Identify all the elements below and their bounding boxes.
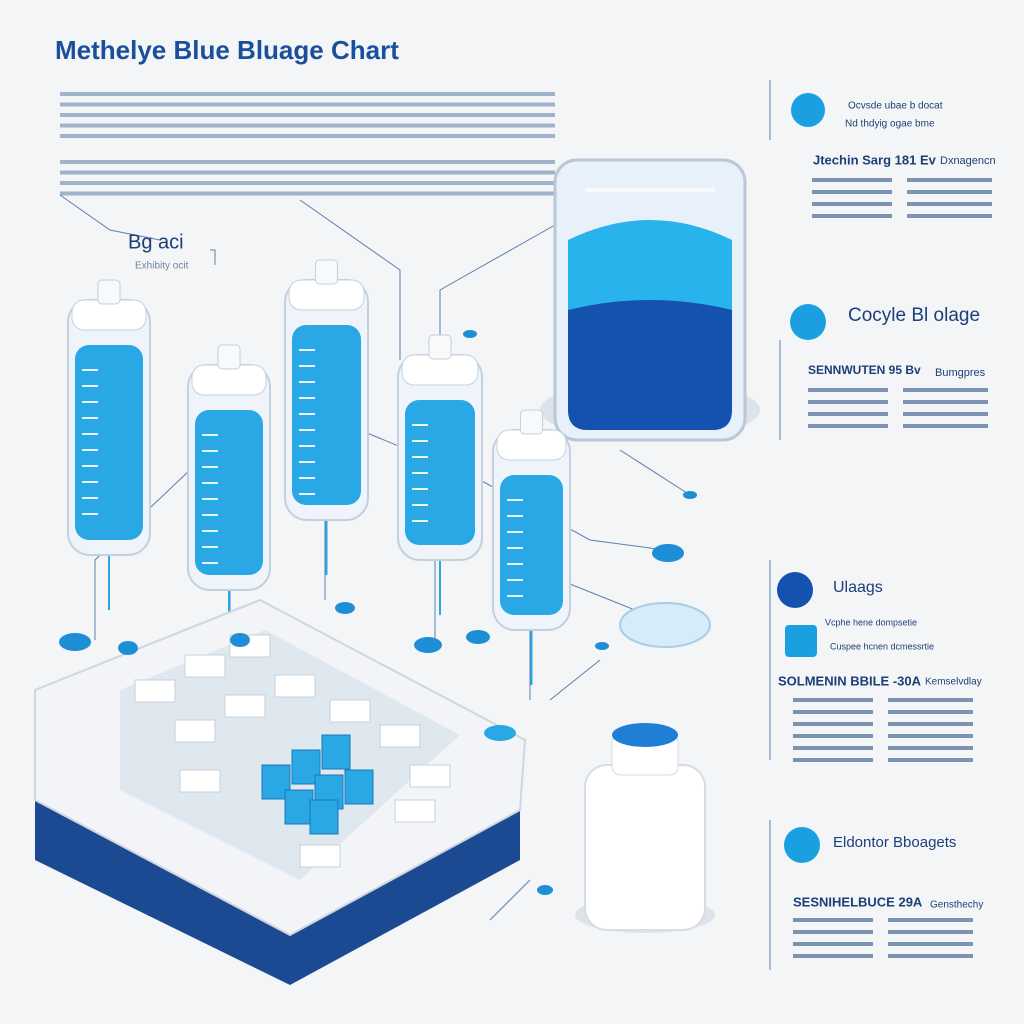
note: Nd thdyig ogae bme — [845, 119, 935, 130]
text-line — [808, 412, 888, 416]
text-line — [793, 930, 873, 934]
liquid — [292, 325, 361, 505]
text-line — [808, 388, 888, 392]
text-line — [793, 710, 873, 714]
bottle — [284, 259, 369, 575]
text-line — [812, 202, 892, 206]
section-title: Eldontor Bboagets — [833, 834, 956, 851]
tray — [34, 598, 527, 985]
text-line — [793, 698, 873, 702]
bottles — [67, 259, 571, 685]
text-line — [888, 734, 973, 738]
heading: SOLMENIN BBILE -30A — [778, 673, 922, 688]
paragraph-block — [60, 92, 555, 196]
petri-dish — [619, 602, 711, 648]
text-line — [60, 181, 555, 185]
text-line — [903, 424, 988, 428]
heading: SESNIHELBUCE 29A — [793, 894, 923, 909]
bottle — [187, 344, 271, 645]
text-line — [888, 918, 973, 922]
label-subtitle: Exhibity ocit — [135, 261, 189, 272]
text-line — [907, 202, 992, 206]
title: Methelye Blue Bluage Chart — [55, 35, 399, 65]
bottle — [397, 334, 483, 615]
cap-top — [315, 259, 338, 285]
beaker — [540, 158, 760, 442]
liquid — [405, 400, 475, 545]
text-line — [793, 918, 873, 922]
note: Cuspee hcnen dcmessrtie — [830, 641, 934, 651]
text-line — [793, 758, 873, 762]
text-line — [808, 400, 888, 404]
section-title: Ulaags — [833, 579, 883, 596]
text-line — [907, 190, 992, 194]
text-line — [903, 412, 988, 416]
cap-top — [217, 344, 241, 370]
label-title: Bg aci — [128, 231, 184, 253]
text-line — [793, 746, 873, 750]
heading: SENNWUTEN 95 Bv — [808, 363, 921, 377]
liquid — [500, 475, 563, 615]
pills — [59, 330, 697, 895]
row-text-block — [793, 178, 992, 958]
text-line — [808, 424, 888, 428]
text-line — [903, 400, 988, 404]
text-line — [60, 123, 555, 128]
note: Ocvsde ubae b docat — [848, 101, 943, 112]
jar — [575, 723, 715, 933]
cap-top — [428, 334, 452, 360]
bottle — [67, 279, 151, 610]
text-line — [793, 734, 873, 738]
icons — [777, 93, 826, 863]
heading: Jtechin Sarg 181 Ev — [813, 152, 937, 167]
text-line — [888, 942, 973, 946]
text-line — [60, 170, 555, 175]
text-line — [888, 722, 973, 726]
heading-side: Bumgpres — [935, 367, 986, 379]
bottle — [492, 409, 571, 685]
note: Vcphe hene dompsetie — [825, 617, 917, 627]
heading-side: Kemselvdlay — [925, 677, 982, 688]
text-line — [60, 113, 555, 117]
text-line — [903, 388, 988, 392]
cap-top — [97, 279, 121, 305]
text-line — [888, 746, 973, 750]
text-line — [888, 758, 973, 762]
text-line — [60, 134, 555, 138]
text-line — [907, 214, 992, 218]
heading-side: Dxnagencn — [940, 155, 996, 167]
text-line — [888, 954, 973, 958]
text-line — [60, 160, 555, 164]
text-line — [793, 942, 873, 946]
text-line — [812, 190, 892, 194]
text-line — [793, 954, 873, 958]
text-line — [60, 191, 555, 196]
text-line — [60, 92, 555, 96]
text-line — [812, 178, 892, 182]
text-line — [812, 214, 892, 218]
text-line — [60, 102, 555, 107]
text-line — [793, 722, 873, 726]
section-title: Cocyle Bl olage — [848, 305, 980, 326]
text-line — [907, 178, 992, 182]
liquid — [75, 345, 143, 540]
text-line — [888, 698, 973, 702]
heading-side: Gensthechy — [930, 900, 983, 911]
text-line — [888, 930, 973, 934]
text-line — [888, 710, 973, 714]
cap-top — [520, 409, 543, 435]
